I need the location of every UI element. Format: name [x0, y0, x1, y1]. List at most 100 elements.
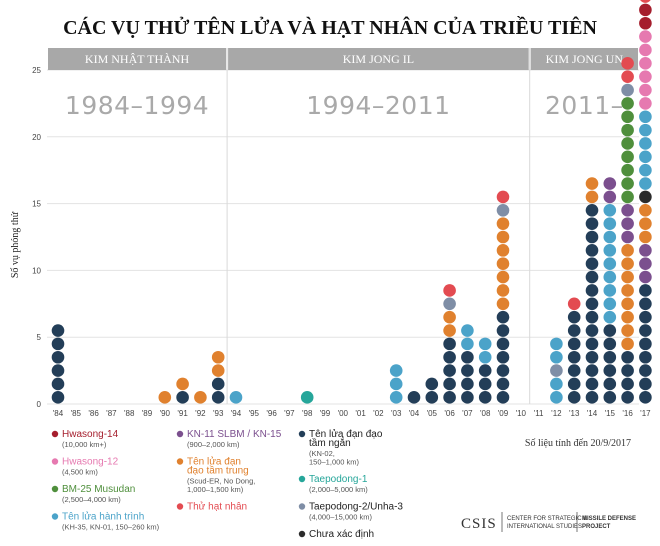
x-tick-label: '87 [106, 409, 117, 418]
era-years-label: 1984–1994 [65, 91, 209, 120]
dot-cruise [603, 203, 617, 217]
dot-mrbm [621, 324, 634, 337]
legend-sub-srbm: (KN-02, [309, 449, 335, 458]
dot-cruise [603, 297, 617, 311]
legend-sub-mrbm: 1,000–1,500 km) [187, 485, 244, 494]
dot-srbm [585, 257, 599, 271]
dot-cruise [603, 217, 617, 230]
dot-srbm [639, 350, 652, 364]
x-tick-label: '85 [71, 409, 82, 418]
legend: Hwasong-14(10,000 km+) Hwasong-12(4,500 k… [51, 428, 403, 540]
dot-mrbm [194, 391, 207, 404]
x-tick-label: '08 [480, 409, 491, 418]
dot-cruise [389, 377, 403, 391]
era-years-label: 2011– [545, 91, 624, 120]
dot-srbm [603, 350, 617, 364]
dot-hw12 [639, 97, 652, 110]
x-tick-label: '13 [569, 409, 580, 418]
dot-slbm [639, 270, 652, 284]
csis-logo: CSIS CENTER FOR STRATEGIC & INTERNATIONA… [461, 512, 636, 532]
dot-bm25 [621, 190, 634, 204]
x-tick-label: '16 [622, 409, 633, 418]
chart-title: CÁC VỤ THỬ TÊN LỬA VÀ HẠT NHÂN CỦA TRIỀU… [63, 15, 597, 39]
dot-mrbm [496, 270, 510, 284]
dot-srbm [567, 337, 581, 351]
dot-slbm [639, 257, 652, 271]
dot-cruise [550, 391, 563, 404]
legend-label-line: Tên lửa đạn đạo [309, 428, 383, 440]
dot-tp2 [550, 364, 563, 377]
dot-nuclear [640, 0, 651, 3]
y-axis-label: Số vụ phóng thử [10, 211, 21, 278]
dot-srbm [603, 364, 617, 377]
dot-srbm [425, 391, 439, 404]
legend-sub-bm25: (2,500–4,000 km) [62, 495, 121, 504]
dot-srbm [496, 391, 510, 404]
legend-swatch-hw12 [51, 458, 59, 465]
dot-srbm [443, 377, 456, 391]
x-tick-label: '98 [302, 409, 313, 418]
legend-label-line: tầm ngắn [309, 436, 351, 449]
dot-srbm [585, 391, 599, 404]
dot-cruise [639, 137, 652, 150]
dot-srbm [585, 377, 599, 391]
dot-srbm [585, 310, 599, 324]
dot-srbm [51, 337, 65, 351]
dot-mrbm [639, 217, 652, 230]
x-tick-label: '07 [462, 409, 473, 418]
legend-sub-mrbm: (Scud-ER, No Dong, [187, 477, 255, 486]
legend-swatch-unknown [298, 530, 306, 538]
dot-mrbm [639, 203, 652, 217]
dot-srbm [176, 391, 189, 404]
x-tick-label: '05 [427, 409, 438, 418]
dot-cruise [603, 244, 617, 257]
dot-srbm [51, 364, 65, 377]
dot-srbm [443, 337, 456, 351]
dot-cruise [389, 364, 403, 377]
legend-label-slbm: KN-11 SLBM / KN-15 [187, 429, 282, 440]
dot-srbm [51, 350, 65, 364]
dot-mrbm [176, 377, 189, 391]
era-leader-label: KIM NHẬT THÀNH [85, 52, 190, 66]
dot-srbm [478, 391, 492, 404]
dot-srbm [567, 310, 581, 324]
dot-srbm [443, 364, 456, 377]
dot-cruise [639, 150, 652, 164]
dot-srbm [407, 391, 421, 404]
dot-srbm [585, 244, 599, 257]
dot-mrbm [496, 244, 510, 257]
dot-cruise [461, 337, 474, 351]
dot-slbm [603, 190, 617, 204]
dot-mrbm [443, 324, 456, 337]
dot-srbm [211, 391, 225, 404]
dot-srbm [496, 310, 510, 324]
legend-label-cruise: Tên lửa hành trình [62, 511, 144, 523]
dot-bm25 [621, 177, 634, 190]
x-tick-label: '88 [124, 409, 135, 418]
logo-csis-sub-1: CENTER FOR STRATEGIC & [507, 516, 587, 522]
era-bands: KIM NHẬT THÀNH 1984–1994 KIM JONG IL 1994–2… [48, 48, 638, 404]
x-tick-label: '10 [516, 409, 527, 418]
dot-slbm [639, 244, 652, 257]
dot-srbm [585, 270, 599, 284]
dot-nuclear [621, 70, 634, 83]
data-date-note: Số liệu tính đến 20/9/2017 [525, 438, 631, 449]
x-tick-label: '94 [231, 409, 242, 418]
dot-bm25 [621, 97, 634, 110]
dot-srbm [603, 391, 617, 404]
dot-srbm [621, 377, 634, 391]
dot-cruise [639, 123, 652, 137]
legend-label-mrbm: Tên lửa đạn đạo tầm trung [187, 456, 249, 477]
x-tick-label: '00 [338, 409, 349, 418]
dot-srbm [621, 364, 634, 377]
dot-cruise [639, 163, 652, 177]
dot-bm25 [621, 163, 634, 177]
dot-srbm [639, 377, 652, 391]
legend-label-srbm: Tên lửa đạn đạo tầm ngắn [309, 428, 383, 449]
dot-bm25 [621, 110, 634, 124]
dot-mrbm [211, 350, 225, 364]
dot-unknown [639, 190, 652, 204]
dot-srbm [211, 377, 225, 391]
dot-nuclear [621, 57, 634, 70]
